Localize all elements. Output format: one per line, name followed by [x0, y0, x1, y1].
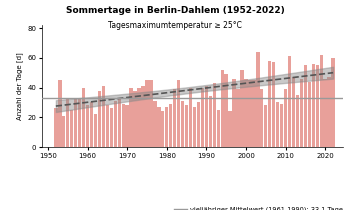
Text: Sommertage in Berlin-Dahlem (1952-2022): Sommertage in Berlin-Dahlem (1952-2022)	[66, 6, 284, 15]
Bar	[193, 107, 196, 147]
Bar	[205, 86, 208, 147]
Bar	[316, 65, 319, 147]
Bar	[145, 80, 149, 147]
Bar	[323, 79, 327, 147]
Bar	[58, 80, 62, 147]
Bar	[121, 104, 125, 147]
Bar	[78, 98, 81, 147]
Bar	[256, 52, 260, 147]
Bar	[264, 105, 267, 147]
Bar	[300, 79, 303, 147]
Bar	[102, 86, 105, 147]
Bar	[130, 88, 133, 147]
Bar	[312, 64, 315, 147]
Bar	[197, 102, 200, 147]
Bar	[304, 65, 307, 147]
Bar	[201, 88, 204, 147]
Bar	[189, 88, 192, 147]
Bar	[157, 107, 161, 147]
Text: Tagesmaximumtemperatur ≥ 25°C: Tagesmaximumtemperatur ≥ 25°C	[108, 21, 242, 30]
Bar	[272, 62, 275, 147]
Bar	[240, 70, 244, 147]
Bar	[169, 104, 173, 147]
Bar	[220, 70, 224, 147]
Bar	[90, 102, 93, 147]
Bar	[232, 79, 236, 147]
Bar	[229, 111, 232, 147]
Bar	[288, 56, 291, 147]
Bar	[82, 88, 85, 147]
Bar	[125, 105, 129, 147]
Y-axis label: Anzahl der Tage [d]: Anzahl der Tage [d]	[16, 52, 23, 120]
Bar	[331, 58, 335, 147]
Bar	[308, 82, 311, 147]
Bar	[292, 77, 295, 147]
Bar	[165, 107, 168, 147]
Bar	[252, 80, 256, 147]
Bar	[98, 91, 101, 147]
Bar	[173, 89, 176, 147]
Bar	[74, 100, 77, 147]
Bar	[149, 80, 153, 147]
Bar	[94, 114, 97, 147]
Bar	[268, 61, 271, 147]
Bar	[66, 98, 69, 147]
Bar	[62, 116, 65, 147]
Bar	[86, 105, 89, 147]
Bar	[248, 80, 252, 147]
Bar	[280, 104, 283, 147]
Bar	[141, 86, 145, 147]
Bar	[284, 89, 287, 147]
Bar	[320, 55, 323, 147]
Bar	[177, 80, 180, 147]
Bar	[260, 89, 264, 147]
Bar	[236, 89, 240, 147]
Bar	[185, 105, 188, 147]
Bar	[133, 91, 137, 147]
Bar	[70, 110, 74, 147]
Bar	[212, 83, 216, 147]
Bar	[161, 111, 164, 147]
Bar	[118, 100, 121, 147]
Bar	[153, 101, 156, 147]
Bar	[181, 101, 184, 147]
Legend: vieljähriger Mittelwert (1961-1990): 33.1 Tage, im Mittel (1952-2022):  +3.7 Tag: vieljähriger Mittelwert (1961-1990): 33.…	[174, 206, 343, 210]
Bar	[244, 79, 248, 147]
Bar	[110, 108, 113, 147]
Bar	[137, 88, 141, 147]
Bar	[296, 95, 299, 147]
Bar	[328, 77, 331, 147]
Bar	[54, 108, 57, 147]
Bar	[209, 97, 212, 147]
Bar	[114, 101, 117, 147]
Bar	[276, 102, 279, 147]
Bar	[224, 74, 228, 147]
Bar	[106, 105, 109, 147]
Bar	[217, 110, 220, 147]
